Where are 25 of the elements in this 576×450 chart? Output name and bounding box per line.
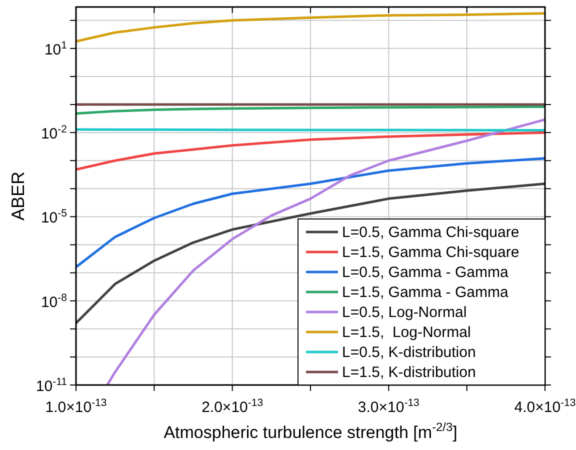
x-tick-label: 4.0×10$^{-13}$	[514, 397, 576, 416]
line-series	[76, 106, 545, 115]
legend-label: L=1.5, Gamma Chi-square	[342, 244, 520, 261]
legend-label: L=1.5, Gamma - Gamma	[342, 284, 509, 301]
line-series	[76, 12, 545, 43]
legend-label: L=0.5, K-distribution	[342, 344, 476, 361]
y-tick-label: 10$^{-5}$	[40, 208, 68, 227]
x-tick-label: 3.0×10$^{-13}$	[358, 397, 420, 416]
x-tick-label: 2.0×10$^{-13}$	[202, 397, 264, 416]
line-series	[76, 131, 545, 171]
y-tick-label: 10$^{-2}$	[40, 124, 68, 143]
line-series	[76, 182, 545, 324]
legend-label: L=1.5, K-distribution	[342, 364, 476, 381]
x-axis-title: Atmospheric turbulence strength [m$^{-2/3}$]	[164, 420, 458, 442]
legend-label: L=0.5, Gamma Chi-square	[342, 224, 520, 241]
legend-label: L=0.5, Gamma - Gamma	[342, 264, 509, 281]
legend-label: L=1.5, Log-Normal	[342, 324, 471, 341]
line-series	[106, 118, 545, 385]
y-tick-label: 10$^{-8}$	[40, 292, 68, 311]
x-tick-label: 1.0×10$^{-13}$	[45, 397, 107, 416]
y-tick-label: 10$^{-11}$	[36, 376, 68, 395]
line-series	[76, 157, 545, 268]
y-tick-label: 10$^{1}$	[44, 39, 68, 58]
y-axis-title: ABER	[8, 171, 28, 221]
legend-label: L=0.5, Log-Normal	[342, 304, 467, 321]
